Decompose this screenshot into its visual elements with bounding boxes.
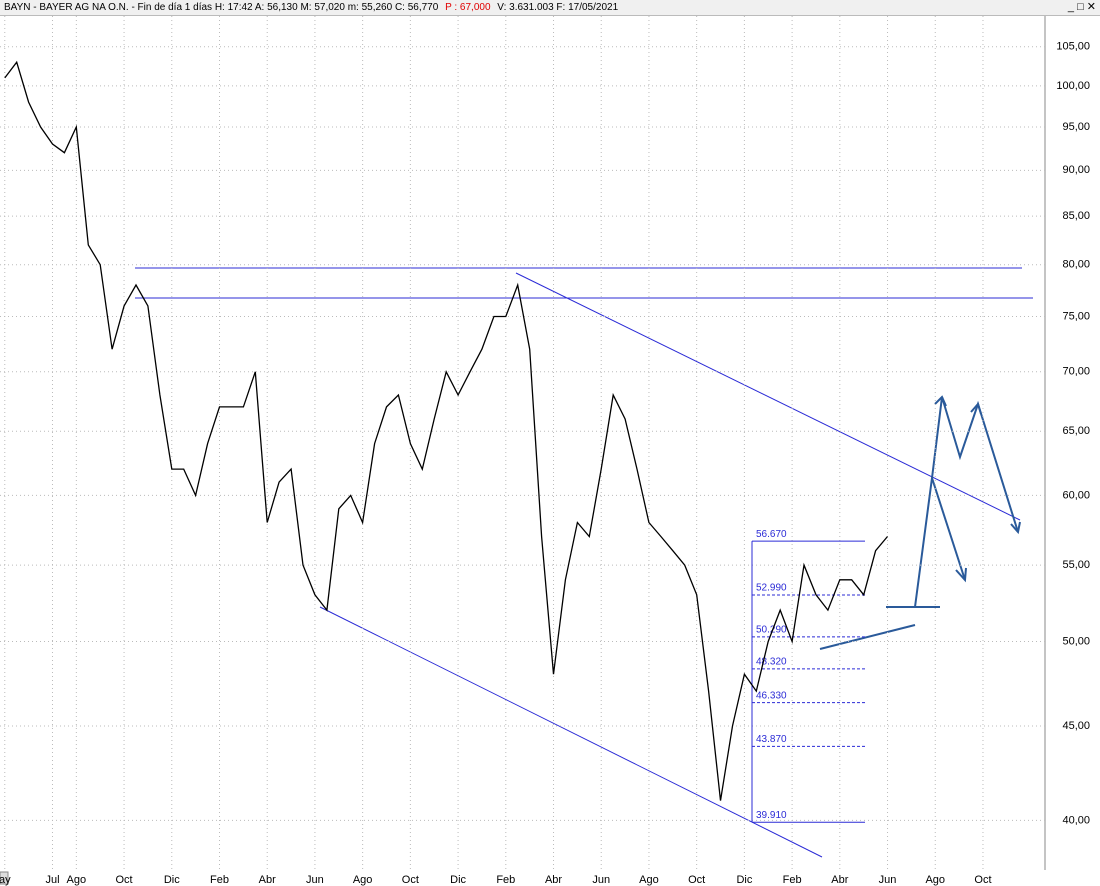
y-tick-label: 55,00 [1062, 559, 1090, 571]
plot: 40,00 45,00 50,00 55,00 60,00 65,00 70,00 75,00… [0, 16, 1090, 886]
projection-arrow [914, 396, 1019, 608]
y-tick-label: 45,00 [1062, 720, 1090, 732]
x-tick-label: Oct [974, 874, 991, 886]
x-tick-label: Dic [164, 874, 180, 886]
fib-label: 56.670 [756, 529, 787, 540]
x-tick-label: ay [0, 874, 11, 886]
trend-line [515, 272, 1021, 521]
price-line [4, 60, 888, 801]
x-tick-label: Ago [925, 874, 945, 886]
x-tick-label: Jun [879, 874, 897, 886]
fib-label: 46.330 [756, 690, 787, 701]
title: BAYN - BAYER AG NA O.N. - Fin de día 1 d… [4, 2, 439, 13]
x-tick-label: Jul [45, 874, 59, 886]
window-buttons[interactable]: _ □ ✕ [1067, 1, 1096, 13]
fib-label: 52.990 [756, 583, 787, 594]
fib-label: 48.320 [756, 657, 787, 668]
x-tick-label: Abr [831, 874, 848, 886]
x-tick-label: Ago [639, 874, 659, 886]
arrow-head [955, 567, 967, 583]
x-tick-label: Abr [259, 874, 276, 886]
y-tick-label: 100,00 [1056, 80, 1090, 92]
y-tick-label: 50,00 [1062, 635, 1090, 647]
arrow-head [934, 395, 947, 407]
x-tick-label: Ago [67, 874, 87, 886]
y-tick-label: 60,00 [1062, 489, 1090, 501]
arrow-head [1010, 521, 1021, 535]
fib-label: 50.290 [756, 625, 787, 636]
title-price: P : 67,000 [445, 2, 491, 13]
x-tick-label: Oct [688, 874, 705, 886]
y-tick-label: 105,00 [1056, 41, 1090, 53]
fib-label: 39.910 [756, 810, 787, 821]
x-tick-label: Oct [116, 874, 133, 886]
x-tick-label: Jun [592, 874, 610, 886]
trend-line [319, 606, 823, 858]
y-tick-label: 70,00 [1062, 366, 1090, 378]
projection [819, 395, 1021, 650]
support-line [819, 624, 916, 650]
y-tick-label: 40,00 [1062, 814, 1090, 826]
x-tick-label: Feb [496, 874, 515, 886]
title-volume: V: 3.631.003 F: 17/05/2021 [497, 2, 619, 13]
arrow-head [970, 401, 982, 415]
fib-label: 43.870 [756, 734, 787, 745]
x-tick-label: Dic [450, 874, 466, 886]
x-tick-label: Abr [545, 874, 562, 886]
y-tick-label: 95,00 [1062, 121, 1090, 133]
y-tick-label: 75,00 [1062, 310, 1090, 322]
title-bar: BAYN - BAYER AG NA O.N. - Fin de día 1 d… [0, 0, 1100, 16]
x-tick-label: Feb [210, 874, 229, 886]
y-tick-label: 65,00 [1062, 425, 1090, 437]
x-tick-label: Feb [783, 874, 802, 886]
y-tick-label: 80,00 [1062, 259, 1090, 271]
x-tick-label: Ago [353, 874, 373, 886]
scroll-button[interactable] [0, 871, 9, 885]
y-tick-label: 85,00 [1062, 210, 1090, 222]
annotations [135, 267, 1033, 858]
projection-arrow [931, 477, 966, 581]
x-tick-label: Dic [736, 874, 752, 886]
x-tick-label: Jun [306, 874, 324, 886]
x-tick-label: Oct [402, 874, 419, 886]
y-tick-label: 90,00 [1062, 164, 1090, 176]
